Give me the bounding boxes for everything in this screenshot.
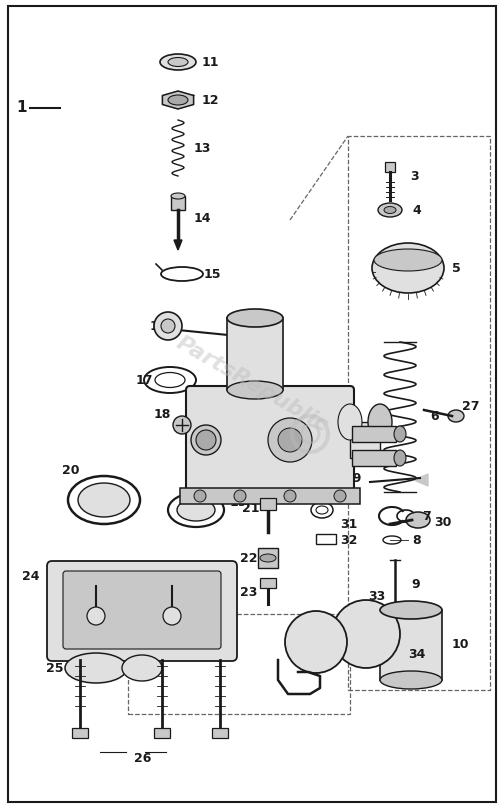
Text: 16: 16	[150, 319, 167, 333]
Ellipse shape	[338, 404, 362, 440]
Bar	[72, 728, 88, 738]
Text: 19: 19	[230, 495, 247, 508]
Ellipse shape	[380, 671, 442, 689]
Text: 29: 29	[344, 472, 361, 485]
Bar	[171, 196, 185, 210]
Bar	[385, 162, 395, 172]
Text: 3: 3	[410, 170, 419, 183]
Text: 14: 14	[194, 212, 212, 225]
Polygon shape	[174, 240, 182, 250]
Ellipse shape	[78, 483, 130, 517]
Text: 9: 9	[411, 579, 420, 591]
Text: 10: 10	[452, 638, 470, 651]
Text: 35: 35	[306, 651, 324, 664]
Ellipse shape	[171, 193, 185, 199]
Ellipse shape	[168, 95, 188, 105]
Circle shape	[154, 312, 182, 340]
Circle shape	[87, 607, 105, 625]
Circle shape	[278, 428, 302, 452]
Text: 13: 13	[194, 141, 211, 154]
Ellipse shape	[332, 600, 400, 668]
Text: 30: 30	[434, 516, 452, 528]
Bar	[128, 614, 350, 714]
Circle shape	[173, 416, 191, 434]
Bar	[212, 728, 228, 738]
Text: 12: 12	[202, 94, 220, 107]
Ellipse shape	[177, 499, 215, 521]
Text: 21: 21	[242, 502, 260, 515]
Bar	[380, 610, 442, 680]
Text: 34: 34	[408, 647, 425, 660]
Ellipse shape	[372, 243, 444, 293]
Ellipse shape	[378, 203, 402, 217]
Text: 24: 24	[22, 570, 39, 583]
Ellipse shape	[394, 426, 406, 442]
Text: 28: 28	[326, 423, 343, 436]
Ellipse shape	[160, 54, 196, 70]
Bar	[180, 488, 360, 504]
Ellipse shape	[448, 410, 464, 422]
Text: 8: 8	[412, 533, 421, 546]
Bar	[227, 318, 283, 390]
Bar	[316, 534, 336, 544]
Text: 26: 26	[134, 751, 151, 764]
Text: 23: 23	[240, 586, 258, 599]
Text: 32: 32	[340, 533, 357, 546]
Circle shape	[334, 490, 346, 502]
Text: 15: 15	[204, 267, 221, 280]
Ellipse shape	[196, 430, 216, 450]
Ellipse shape	[227, 309, 283, 327]
Circle shape	[163, 607, 181, 625]
Ellipse shape	[384, 207, 396, 213]
Ellipse shape	[227, 381, 283, 399]
Circle shape	[284, 490, 296, 502]
Text: 7: 7	[422, 510, 431, 523]
Bar	[352, 426, 396, 442]
Ellipse shape	[368, 404, 392, 440]
Circle shape	[234, 490, 246, 502]
Ellipse shape	[122, 655, 162, 681]
Text: 25: 25	[46, 662, 64, 675]
Bar	[258, 548, 278, 568]
Polygon shape	[414, 474, 428, 486]
Polygon shape	[162, 91, 194, 109]
Bar	[348, 136, 490, 690]
Text: 27: 27	[462, 399, 479, 413]
Text: 6: 6	[430, 410, 438, 423]
Ellipse shape	[285, 611, 347, 673]
Text: 22: 22	[240, 552, 258, 565]
Text: 5: 5	[452, 262, 461, 275]
Text: 11: 11	[202, 56, 220, 69]
Text: 4: 4	[412, 204, 421, 217]
Ellipse shape	[380, 601, 442, 619]
Text: 17: 17	[136, 373, 154, 386]
Ellipse shape	[168, 57, 188, 66]
Text: 31: 31	[340, 517, 357, 531]
Ellipse shape	[65, 653, 127, 683]
Circle shape	[161, 319, 175, 333]
Bar	[260, 498, 276, 510]
Ellipse shape	[394, 450, 406, 466]
Text: PartsRepublic: PartsRepublic	[172, 332, 332, 436]
Bar	[154, 728, 170, 738]
Text: 18: 18	[154, 409, 171, 422]
Bar	[352, 450, 396, 466]
Text: 1: 1	[17, 100, 27, 116]
FancyBboxPatch shape	[63, 571, 221, 649]
Circle shape	[268, 418, 312, 462]
Text: 20: 20	[62, 464, 80, 477]
FancyBboxPatch shape	[47, 561, 237, 661]
Bar	[350, 422, 380, 458]
Ellipse shape	[191, 425, 221, 455]
Bar	[260, 578, 276, 588]
Text: 33: 33	[368, 590, 385, 603]
Circle shape	[194, 490, 206, 502]
Ellipse shape	[260, 554, 276, 562]
Ellipse shape	[406, 512, 430, 528]
Ellipse shape	[374, 249, 442, 271]
FancyBboxPatch shape	[186, 386, 354, 494]
Text: 28: 28	[326, 448, 343, 461]
